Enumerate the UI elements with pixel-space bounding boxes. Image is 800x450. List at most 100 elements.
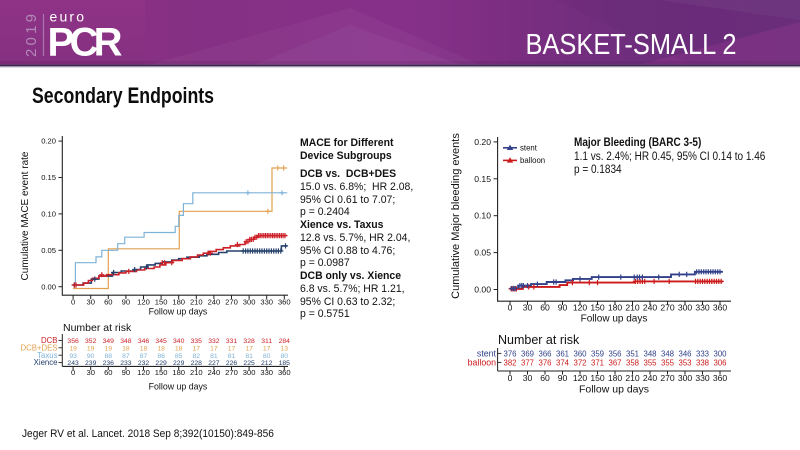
svg-text:0.20: 0.20: [474, 137, 491, 147]
svg-text:311: 311: [261, 338, 272, 345]
svg-text:338: 338: [696, 358, 709, 367]
svg-text:348: 348: [120, 338, 132, 345]
svg-text:90: 90: [122, 298, 130, 307]
svg-text:300: 300: [243, 368, 256, 377]
svg-text:359: 359: [591, 349, 604, 358]
svg-text:Follow up days: Follow up days: [149, 307, 208, 317]
svg-text:377: 377: [521, 358, 534, 367]
svg-text:150: 150: [155, 368, 168, 377]
svg-text:346: 346: [678, 349, 691, 358]
svg-text:120: 120: [573, 373, 588, 383]
svg-text:180: 180: [172, 298, 185, 307]
svg-text:150: 150: [590, 303, 605, 313]
svg-text:210: 210: [190, 298, 203, 307]
svg-text:333: 333: [696, 349, 709, 358]
svg-text:30: 30: [86, 298, 94, 307]
svg-text:90: 90: [558, 373, 568, 383]
svg-text:19: 19: [105, 345, 113, 352]
svg-text:81: 81: [228, 353, 236, 360]
svg-text:30: 30: [523, 373, 533, 383]
svg-text:Taxus: Taxus: [37, 351, 57, 360]
svg-text:DCB+DES: DCB+DES: [20, 343, 57, 352]
svg-text:366: 366: [538, 349, 551, 358]
svg-text:120: 120: [573, 303, 588, 313]
svg-text:30: 30: [523, 303, 533, 313]
svg-text:87: 87: [122, 353, 130, 360]
svg-text:0: 0: [508, 373, 513, 383]
svg-text:351: 351: [626, 349, 639, 358]
svg-text:85: 85: [175, 353, 183, 360]
svg-text:376: 376: [538, 358, 551, 367]
svg-text:13: 13: [281, 345, 289, 352]
svg-text:180: 180: [172, 368, 185, 377]
svg-text:18: 18: [175, 345, 183, 352]
svg-text:284: 284: [279, 338, 291, 345]
svg-text:330: 330: [695, 373, 710, 383]
svg-text:210: 210: [190, 368, 203, 377]
svg-text:210: 210: [625, 373, 640, 383]
svg-text:330: 330: [260, 298, 273, 307]
svg-text:150: 150: [590, 373, 605, 383]
svg-text:331: 331: [226, 338, 238, 345]
svg-text:236: 236: [103, 360, 115, 367]
svg-text:355: 355: [643, 358, 657, 367]
svg-text:120: 120: [137, 298, 150, 307]
svg-text:0.10: 0.10: [474, 211, 491, 221]
svg-text:18: 18: [157, 345, 165, 352]
svg-text:80: 80: [281, 353, 289, 360]
svg-text:240: 240: [208, 298, 221, 307]
svg-text:0.10: 0.10: [41, 210, 56, 219]
svg-text:0: 0: [71, 368, 75, 377]
svg-text:stent: stent: [520, 144, 538, 153]
svg-text:300: 300: [713, 349, 727, 358]
svg-text:DCB: DCB: [41, 336, 57, 345]
svg-text:81: 81: [245, 353, 253, 360]
svg-text:82: 82: [193, 353, 201, 360]
svg-text:17: 17: [193, 345, 201, 352]
svg-text:349: 349: [103, 338, 115, 345]
svg-text:60: 60: [104, 298, 112, 307]
svg-text:210: 210: [625, 303, 640, 313]
svg-text:PCR: PCR: [48, 21, 123, 65]
svg-text:376: 376: [503, 349, 516, 358]
svg-text:17: 17: [245, 345, 253, 352]
svg-text:60: 60: [104, 368, 112, 377]
svg-text:0.00: 0.00: [41, 282, 56, 291]
svg-text:Xience: Xience: [34, 358, 58, 367]
svg-text:Number at risk: Number at risk: [498, 333, 580, 347]
svg-text:90: 90: [558, 303, 568, 313]
svg-text:371: 371: [591, 358, 604, 367]
svg-text:360: 360: [713, 303, 728, 313]
svg-text:balloon: balloon: [468, 357, 496, 367]
svg-text:180: 180: [608, 303, 623, 313]
svg-text:88: 88: [105, 353, 113, 360]
svg-text:Follow up days: Follow up days: [579, 384, 649, 396]
svg-text:87: 87: [140, 353, 148, 360]
svg-text:382: 382: [503, 358, 516, 367]
svg-text:239: 239: [85, 360, 97, 367]
svg-text:243: 243: [67, 360, 79, 367]
svg-text:374: 374: [556, 358, 570, 367]
svg-text:300: 300: [678, 303, 693, 313]
svg-text:19: 19: [87, 345, 95, 352]
svg-text:332: 332: [208, 338, 220, 345]
svg-text:17: 17: [263, 345, 271, 352]
svg-text:360: 360: [278, 298, 291, 307]
svg-text:0: 0: [508, 303, 513, 313]
svg-text:Number at risk: Number at risk: [63, 322, 132, 334]
svg-text:356: 356: [608, 349, 621, 358]
svg-text:0.05: 0.05: [474, 248, 491, 258]
svg-text:306: 306: [713, 358, 726, 367]
svg-text:356: 356: [67, 338, 79, 345]
svg-text:358: 358: [626, 358, 639, 367]
svg-text:270: 270: [225, 368, 238, 377]
svg-text:212: 212: [261, 360, 273, 367]
svg-text:270: 270: [660, 373, 675, 383]
svg-text:Cumulative MACE event rate: Cumulative MACE event rate: [20, 151, 31, 280]
svg-text:balloon: balloon: [520, 156, 545, 165]
svg-text:360: 360: [573, 349, 587, 358]
svg-text:300: 300: [678, 373, 693, 383]
svg-text:90: 90: [122, 368, 130, 377]
svg-text:348: 348: [661, 349, 674, 358]
svg-text:stent: stent: [477, 348, 497, 358]
